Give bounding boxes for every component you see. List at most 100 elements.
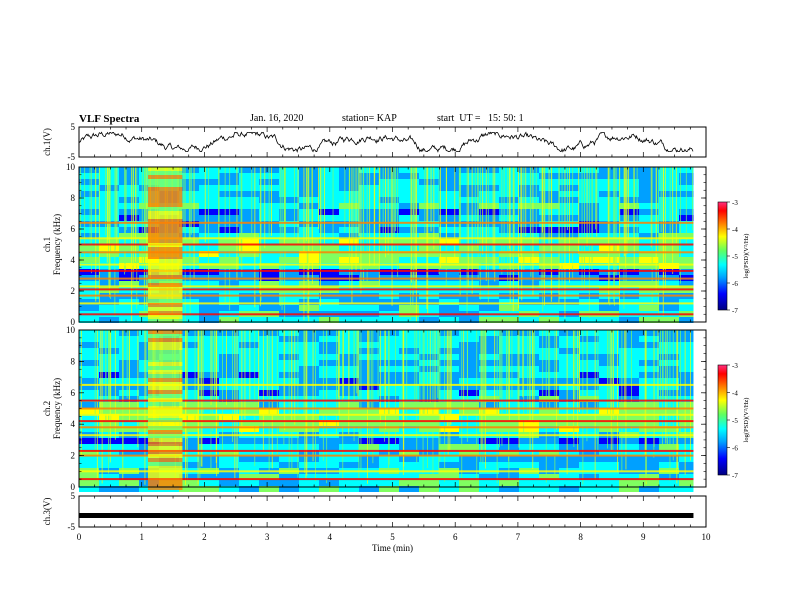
- ch2-spectrogram-cell: [199, 426, 219, 432]
- ch2-spectrogram-cell: [199, 486, 219, 492]
- ch2-spectrogram-impulse: [612, 330, 614, 453]
- ch1-spectrogram-cell: [359, 173, 379, 179]
- ch2-spectrogram-cell: [539, 372, 559, 378]
- ch2-spectrogram-cell: [79, 408, 99, 414]
- ch1-spectrogram-cell: [419, 173, 439, 179]
- ch2-spectrogram-cell: [639, 420, 659, 426]
- ch1-spectrogram-cell: [439, 203, 459, 209]
- ch1-spectrogram-impulse: [586, 167, 588, 247]
- ch2-spectrogram-cell: [299, 408, 319, 414]
- ch2-spectrogram-cell: [679, 462, 694, 468]
- ch1-spectrogram-colorbar-tick-label: -4: [732, 226, 738, 234]
- ch1-spectrogram-cell: [479, 239, 499, 245]
- ch2-spectrogram-cell: [379, 486, 399, 492]
- ch2-spectrogram-impulse: [427, 330, 428, 469]
- ch2-spectrogram-cell: [239, 474, 259, 480]
- ch1-spectrogram-cell: [319, 245, 339, 251]
- ch2-spectrogram-cell: [399, 462, 419, 468]
- ch2-spectrogram-cell: [239, 390, 259, 396]
- ch2-spectrogram-cell: [239, 456, 259, 462]
- ch2-spectrogram-impulse: [348, 330, 350, 435]
- ch2-spectrogram-cell: [519, 456, 539, 462]
- ch2-spectrogram-cell: [319, 438, 339, 444]
- ch2-spectrogram-cell: [599, 480, 619, 486]
- ch1-spectrogram-impulse: [613, 167, 615, 302]
- ch1-spectrogram-cell: [399, 305, 419, 311]
- ch1-spectrogram-cell: [459, 185, 479, 191]
- ch1-spectrogram-cell: [79, 281, 99, 287]
- ch2-spectrogram-cell: [219, 474, 239, 480]
- ch1-spectrogram-cell: [359, 281, 379, 287]
- ch2-spectrogram-cell: [259, 480, 279, 486]
- ch2-spectrogram-cell: [479, 396, 499, 402]
- ch1-spectrogram-cell: [499, 299, 519, 305]
- ch2-spectrogram-cell: [399, 426, 419, 432]
- ch2-spectrogram-cell: [319, 462, 339, 468]
- ch1-spectrogram-cell: [519, 305, 539, 311]
- ch1-spectrogram-cell: [319, 227, 339, 233]
- ch2-spectrogram-cell: [399, 408, 419, 414]
- ch1-spectrogram-cell: [639, 173, 659, 179]
- ch2-spectrogram-cell: [79, 378, 99, 384]
- ch2-spectrogram-cell: [439, 342, 459, 348]
- ch2-spectrogram-impulse: [145, 330, 147, 401]
- ch2-spectrogram-cell: [599, 462, 619, 468]
- ch1-spectrogram-burst: [147, 247, 183, 251]
- ch2-spectrogram-burst: [147, 474, 183, 478]
- ch1-spectrogram-impulse: [479, 167, 481, 300]
- ch2-spectrogram-cell: [239, 420, 259, 426]
- ch2-spectrogram-band: [79, 413, 694, 416]
- ch2-spectrogram-cell: [659, 354, 679, 360]
- ch2-spectrogram-burst: [147, 378, 183, 382]
- ch2-spectrogram-cell: [79, 420, 99, 426]
- ch1-spectrogram-impulse: [569, 167, 570, 283]
- ch2-spectrogram-cell: [559, 336, 579, 342]
- ch1-spectrogram-impulse: [485, 167, 487, 281]
- ch1-spectrogram-cell: [519, 299, 539, 305]
- ch1-spectrogram-burst: [147, 303, 183, 307]
- ch1-spectrogram-impulse: [395, 167, 396, 232]
- ch1-spectrogram-burst: [147, 207, 183, 211]
- ch2-spectrogram-impulse: [545, 330, 547, 483]
- ch2-spectrogram-cell: [559, 420, 579, 426]
- ch2-spectrogram-cell: [99, 462, 119, 468]
- ch2-spectrogram-ylabel-channel: ch.2: [42, 401, 52, 416]
- ch1-spectrogram-cell: [399, 239, 419, 245]
- ch2-spectrogram-cell: [319, 354, 339, 360]
- ch2-spectrogram-cell: [539, 402, 559, 408]
- ch1-spectrogram-cell: [659, 257, 679, 263]
- ch1-spectrogram-cell: [399, 215, 419, 221]
- ch1-spectrogram-burst: [147, 211, 183, 215]
- ch2-spectrogram-cell: [239, 414, 259, 420]
- ch1-spectrogram-cell: [319, 305, 339, 311]
- ch1-spectrogram-cell: [319, 281, 339, 287]
- ch1-spectrogram-impulse: [633, 167, 635, 270]
- ch2-spectrogram-impulse: [517, 330, 519, 428]
- ch2-spectrogram-ylabel: Frequency (kHz): [52, 378, 62, 439]
- ch1-spectrogram-cell: [219, 209, 239, 215]
- ch1-spectrogram-impulse: [508, 167, 510, 249]
- ch1-spectrogram-cell: [399, 317, 419, 323]
- ch1-spectrogram-cell: [559, 203, 579, 209]
- ch2-spectrogram-impulse: [306, 330, 307, 416]
- ch2-spectrogram-cell: [659, 330, 679, 336]
- ch2-spectrogram-impulse: [94, 330, 96, 451]
- ch1-spectrogram-cell: [679, 263, 694, 269]
- ch1-spectrogram-cell: [419, 191, 439, 197]
- ch2-spectrogram-cell: [319, 378, 339, 384]
- ch1-spectrogram-impulse: [507, 167, 509, 286]
- ch2-spectrogram-cell: [319, 330, 339, 336]
- ch1-spectrogram-impulse: [106, 167, 108, 263]
- ch1-spectrogram-cell: [179, 281, 199, 287]
- ch1-spectrogram-impulse: [294, 167, 295, 252]
- ch1-spectrogram-impulse: [466, 167, 468, 315]
- ch1-spectrogram-cell: [399, 179, 419, 185]
- ch1-spectrogram-cell: [319, 251, 339, 257]
- ch2-spectrogram-cell: [519, 342, 539, 348]
- ch1-spectrogram-cell: [339, 263, 359, 269]
- ch2-spectrogram-cell: [679, 486, 694, 492]
- ch2-spectrogram-cell: [479, 486, 499, 492]
- ch2-spectrogram-cell: [239, 378, 259, 384]
- ch2-spectrogram-impulse: [144, 330, 146, 485]
- ch1-spectrogram-cell: [659, 251, 679, 257]
